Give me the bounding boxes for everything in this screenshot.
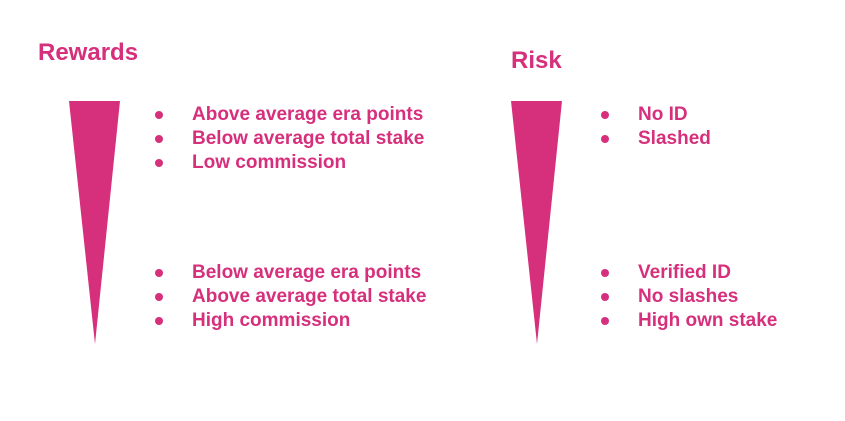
- list-item-label: Above average total stake: [192, 286, 427, 307]
- bullet-icon: [601, 317, 609, 325]
- bullet-icon: [601, 111, 609, 119]
- bullet-icon: [155, 111, 163, 119]
- list-item-label: Verified ID: [638, 262, 731, 283]
- bullet-icon: [601, 293, 609, 301]
- list-item: High commission: [155, 309, 426, 333]
- bullet-icon: [601, 135, 609, 143]
- list-item-label: High own stake: [638, 310, 778, 331]
- list-item: Slashed: [601, 127, 711, 151]
- list-item-label: Below average total stake: [192, 128, 425, 149]
- rewards-wedge-shape: [69, 101, 120, 344]
- rewards-low-list: Below average era points Above average t…: [155, 261, 426, 333]
- bullet-icon: [155, 159, 163, 167]
- list-item-label: Above average era points: [192, 104, 424, 125]
- list-item: Verified ID: [601, 261, 777, 285]
- risk-high-list: No ID Slashed: [601, 103, 711, 151]
- list-item-label: High commission: [192, 310, 351, 331]
- rewards-title: Rewards: [38, 39, 139, 66]
- bullet-icon: [155, 317, 163, 325]
- risk-title: Risk: [511, 47, 562, 74]
- rewards-high-list: Above average era points Below average t…: [155, 103, 424, 175]
- bullet-icon: [155, 293, 163, 301]
- bullet-icon: [601, 269, 609, 277]
- list-item: Low commission: [155, 151, 424, 175]
- list-item-label: Below average era points: [192, 262, 422, 283]
- list-item: Below average total stake: [155, 127, 424, 151]
- list-item: High own stake: [601, 309, 777, 333]
- risk-low-list: Verified ID No slashes High own stake: [601, 261, 777, 333]
- risk-wedge-shape: [511, 101, 562, 344]
- list-item: Above average total stake: [155, 285, 426, 309]
- list-item-label: No slashes: [638, 286, 739, 307]
- bullet-icon: [155, 135, 163, 143]
- list-item-label: Slashed: [638, 128, 711, 149]
- list-item: No slashes: [601, 285, 777, 309]
- bullet-icon: [155, 269, 163, 277]
- list-item-label: No ID: [638, 104, 688, 125]
- list-item: Above average era points: [155, 103, 424, 127]
- list-item: No ID: [601, 103, 711, 127]
- list-item-label: Low commission: [192, 152, 347, 173]
- list-item: Below average era points: [155, 261, 426, 285]
